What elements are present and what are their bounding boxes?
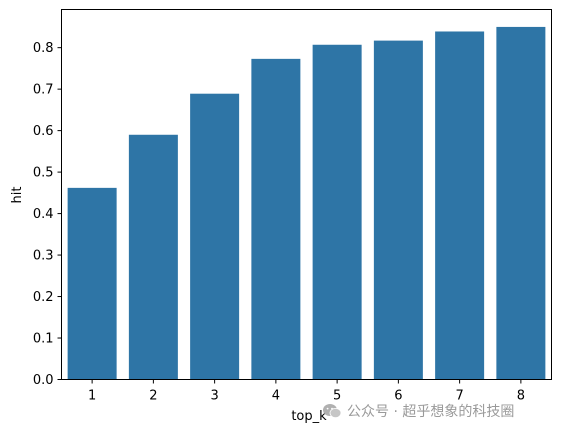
x-axis-ticks: 1 2 3 4 5 6 7 8	[88, 379, 525, 404]
x-tick-label: 5	[333, 389, 341, 404]
watermark-text: 公众号 · 超乎想象的科技圈	[347, 404, 515, 420]
bar-5	[312, 44, 362, 380]
x-tick-label: 1	[88, 389, 96, 404]
bar-4	[251, 58, 301, 380]
x-tick-label: 8	[517, 389, 525, 404]
y-tick-label: 0.3	[33, 249, 54, 264]
bar-2	[128, 134, 178, 380]
y-tick-label: 0.2	[33, 290, 54, 305]
wechat-icon	[323, 404, 342, 418]
bars-group	[67, 26, 546, 380]
bar-8	[496, 26, 546, 380]
bar-7	[435, 31, 485, 380]
x-tick-label: 6	[394, 389, 402, 404]
y-tick-label: 0.7	[33, 83, 54, 98]
x-tick-label: 3	[210, 389, 218, 404]
y-axis-label: hit	[10, 187, 25, 204]
watermark: 公众号 · 超乎想象的科技圈	[322, 401, 514, 421]
bar-3	[190, 93, 240, 380]
x-tick-label: 2	[149, 389, 157, 404]
y-tick-label: 0.6	[33, 124, 54, 139]
y-tick-label: 0.1	[33, 332, 54, 347]
bar-1	[67, 187, 117, 380]
y-axis-ticks: 0.0 0.1 0.2 0.3 0.4 0.5 0.6 0.7 0.8	[33, 41, 62, 388]
x-axis-label: top_k	[291, 409, 327, 424]
plot-frame	[61, 9, 552, 380]
x-tick-label: 7	[455, 389, 463, 404]
y-tick-label: 0.0	[33, 373, 54, 388]
x-tick-label: 4	[272, 389, 280, 404]
y-tick-label: 0.8	[33, 41, 54, 56]
y-tick-label: 0.5	[33, 166, 54, 181]
y-tick-label: 0.4	[33, 207, 54, 222]
bar-6	[373, 40, 423, 380]
